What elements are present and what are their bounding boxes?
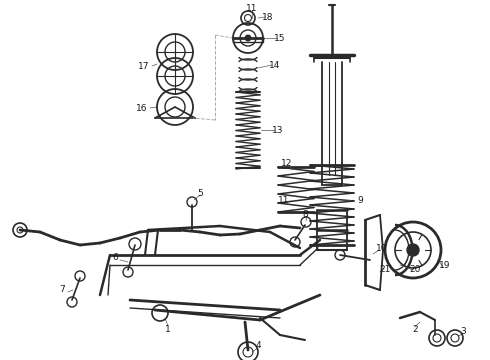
Text: 11: 11	[278, 195, 290, 204]
Text: 7: 7	[59, 285, 65, 294]
Text: 13: 13	[272, 126, 284, 135]
Circle shape	[245, 35, 251, 41]
Text: 5: 5	[197, 189, 203, 198]
Text: 1: 1	[165, 325, 171, 334]
Text: 11: 11	[246, 4, 258, 13]
Text: 8: 8	[302, 210, 308, 219]
Text: 21: 21	[379, 266, 391, 274]
Text: 18: 18	[262, 13, 274, 22]
Text: 2: 2	[412, 325, 418, 334]
Text: 12: 12	[281, 158, 293, 167]
Text: 17: 17	[138, 62, 150, 71]
Text: 20: 20	[409, 266, 421, 274]
Text: 4: 4	[255, 342, 261, 351]
Text: 16: 16	[136, 104, 148, 113]
Circle shape	[407, 244, 419, 256]
Text: 3: 3	[460, 328, 466, 337]
Text: 10: 10	[376, 243, 388, 252]
Text: 15: 15	[274, 33, 286, 42]
Text: 9: 9	[357, 195, 363, 204]
Text: 6: 6	[112, 253, 118, 262]
Text: 14: 14	[270, 60, 281, 69]
Text: 19: 19	[439, 261, 451, 270]
